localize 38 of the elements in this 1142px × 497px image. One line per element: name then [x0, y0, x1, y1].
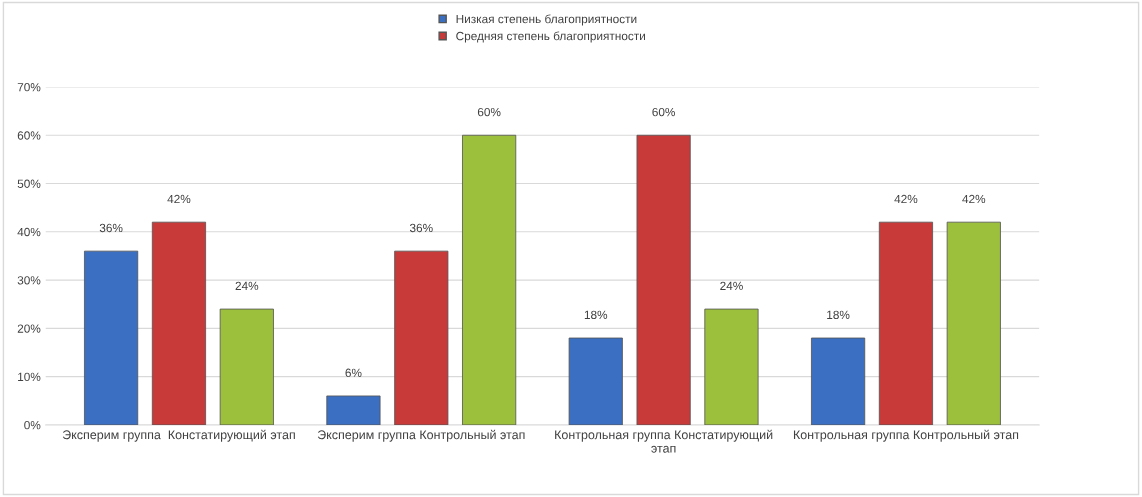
x-tick-label: Контрольная группа Констатирующий этап [555, 429, 773, 453]
bar [568, 337, 623, 425]
bar [394, 250, 449, 425]
y-tick-label: 60% [17, 131, 41, 140]
bar [704, 308, 759, 425]
data-label: 6% [345, 368, 362, 377]
y-tick-label: 10% [18, 372, 41, 382]
bar [326, 395, 381, 425]
bar [151, 221, 207, 425]
bar [636, 134, 691, 425]
y-tick-label: 30% [17, 276, 41, 285]
data-label: 18% [584, 310, 608, 320]
data-label: 60% [477, 107, 501, 117]
data-label: 42% [962, 194, 986, 204]
bar [811, 337, 866, 425]
x-tick-label: Эксперим группа Контрольный этап [317, 429, 525, 442]
bar [878, 221, 934, 425]
x-tick-label: Контрольная группа Контрольный этап [793, 429, 1019, 442]
legend-label: Низкая степень благоприятности [456, 14, 637, 26]
y-tick-label: 40% [17, 227, 41, 237]
data-label: 18% [827, 310, 850, 320]
data-label: 24% [235, 281, 259, 291]
bar [219, 308, 274, 425]
y-tick-label: 70% [17, 83, 41, 92]
y-tick-label: 50% [17, 179, 41, 188]
data-label: 42% [894, 194, 918, 204]
data-label: 42% [167, 194, 191, 204]
y-tick-label: 0% [24, 420, 41, 430]
x-tick-label: Эксперим группа Констатирующий этап [62, 429, 295, 442]
data-label: 24% [720, 281, 743, 291]
y-tick-label: 20% [17, 324, 41, 333]
legend-label: Средняя степень благоприятности [456, 31, 645, 43]
data-label: 36% [409, 223, 433, 233]
data-label: 36% [99, 223, 123, 233]
bar [84, 250, 139, 425]
data-label: 60% [652, 107, 676, 117]
bar [462, 134, 517, 425]
bar [946, 221, 1001, 425]
